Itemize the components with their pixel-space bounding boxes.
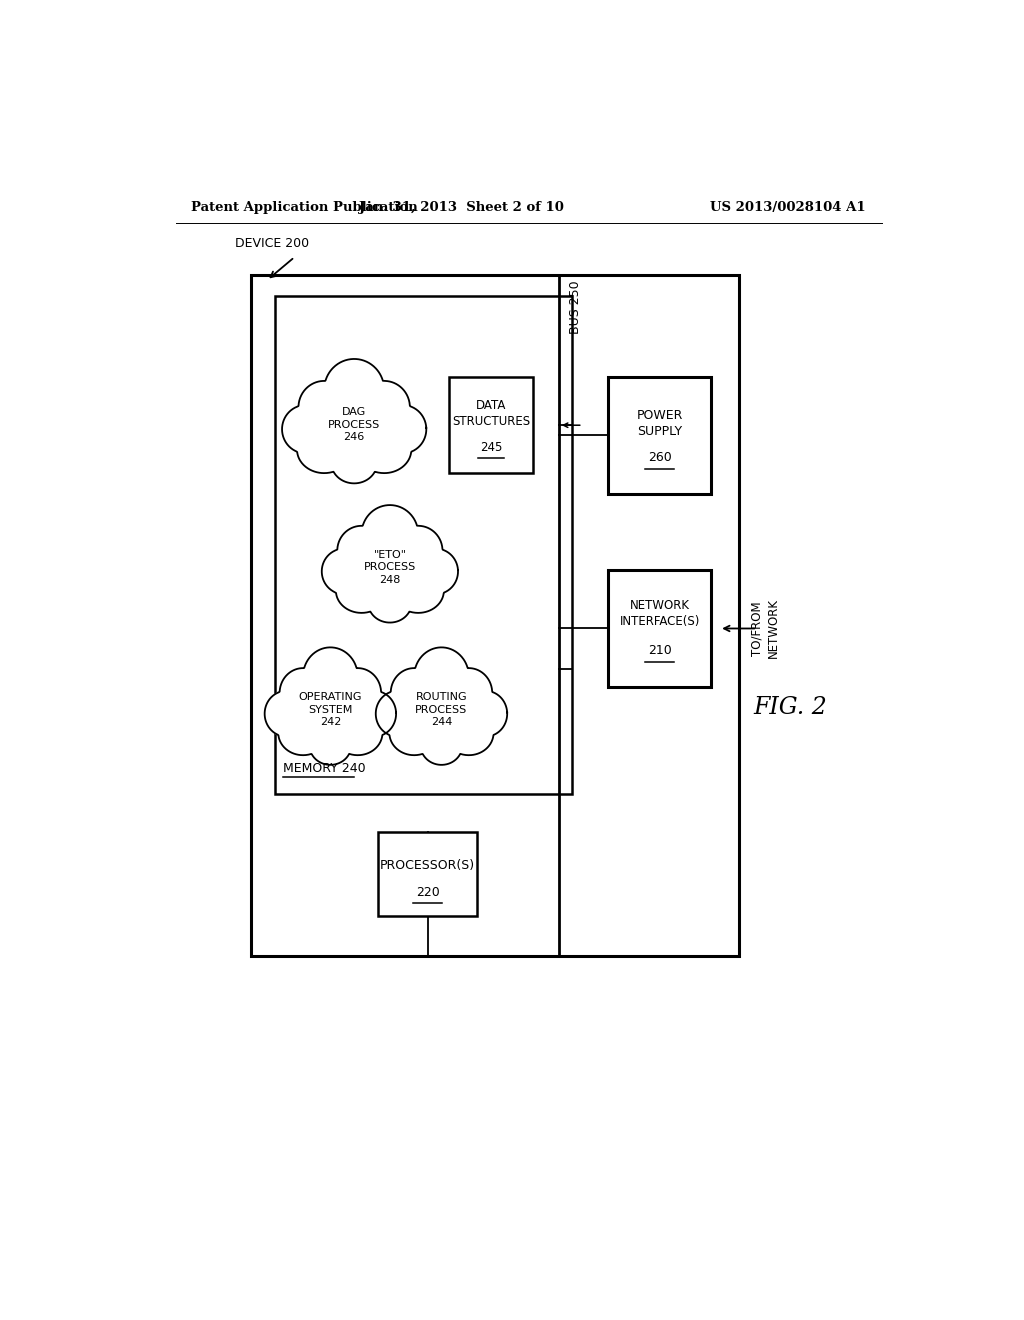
- FancyBboxPatch shape: [608, 570, 712, 686]
- Text: PROCESSOR(S): PROCESSOR(S): [380, 859, 475, 873]
- FancyBboxPatch shape: [251, 276, 739, 956]
- FancyBboxPatch shape: [274, 296, 572, 793]
- Polygon shape: [376, 647, 507, 764]
- FancyBboxPatch shape: [608, 378, 712, 494]
- Text: 210: 210: [648, 644, 672, 657]
- Text: OPERATING
SYSTEM
242: OPERATING SYSTEM 242: [299, 692, 362, 727]
- FancyBboxPatch shape: [450, 378, 532, 474]
- Text: TO/FROM
NETWORK: TO/FROM NETWORK: [751, 598, 779, 659]
- FancyBboxPatch shape: [378, 833, 477, 916]
- Text: MEMORY 240: MEMORY 240: [283, 763, 366, 775]
- Text: Jan. 31, 2013  Sheet 2 of 10: Jan. 31, 2013 Sheet 2 of 10: [358, 201, 564, 214]
- Text: DEVICE 200: DEVICE 200: [236, 236, 309, 249]
- Polygon shape: [264, 647, 396, 764]
- Text: 220: 220: [416, 886, 439, 899]
- Text: 260: 260: [648, 451, 672, 465]
- Text: POWER
SUPPLY: POWER SUPPLY: [637, 409, 683, 438]
- Text: DAG
PROCESS
246: DAG PROCESS 246: [328, 408, 380, 442]
- Text: "ETO"
PROCESS
248: "ETO" PROCESS 248: [364, 550, 416, 585]
- Text: NETWORK
INTERFACE(S): NETWORK INTERFACE(S): [620, 599, 699, 628]
- Text: 245: 245: [480, 441, 502, 454]
- Text: FIG. 2: FIG. 2: [754, 696, 827, 719]
- Text: Patent Application Publication: Patent Application Publication: [191, 201, 418, 214]
- Text: BUS 250: BUS 250: [569, 280, 583, 334]
- Polygon shape: [282, 359, 426, 483]
- Text: US 2013/0028104 A1: US 2013/0028104 A1: [711, 201, 866, 214]
- Text: DATA
STRUCTURES: DATA STRUCTURES: [452, 399, 530, 428]
- Text: ROUTING
PROCESS
244: ROUTING PROCESS 244: [416, 692, 468, 727]
- Polygon shape: [322, 506, 458, 623]
